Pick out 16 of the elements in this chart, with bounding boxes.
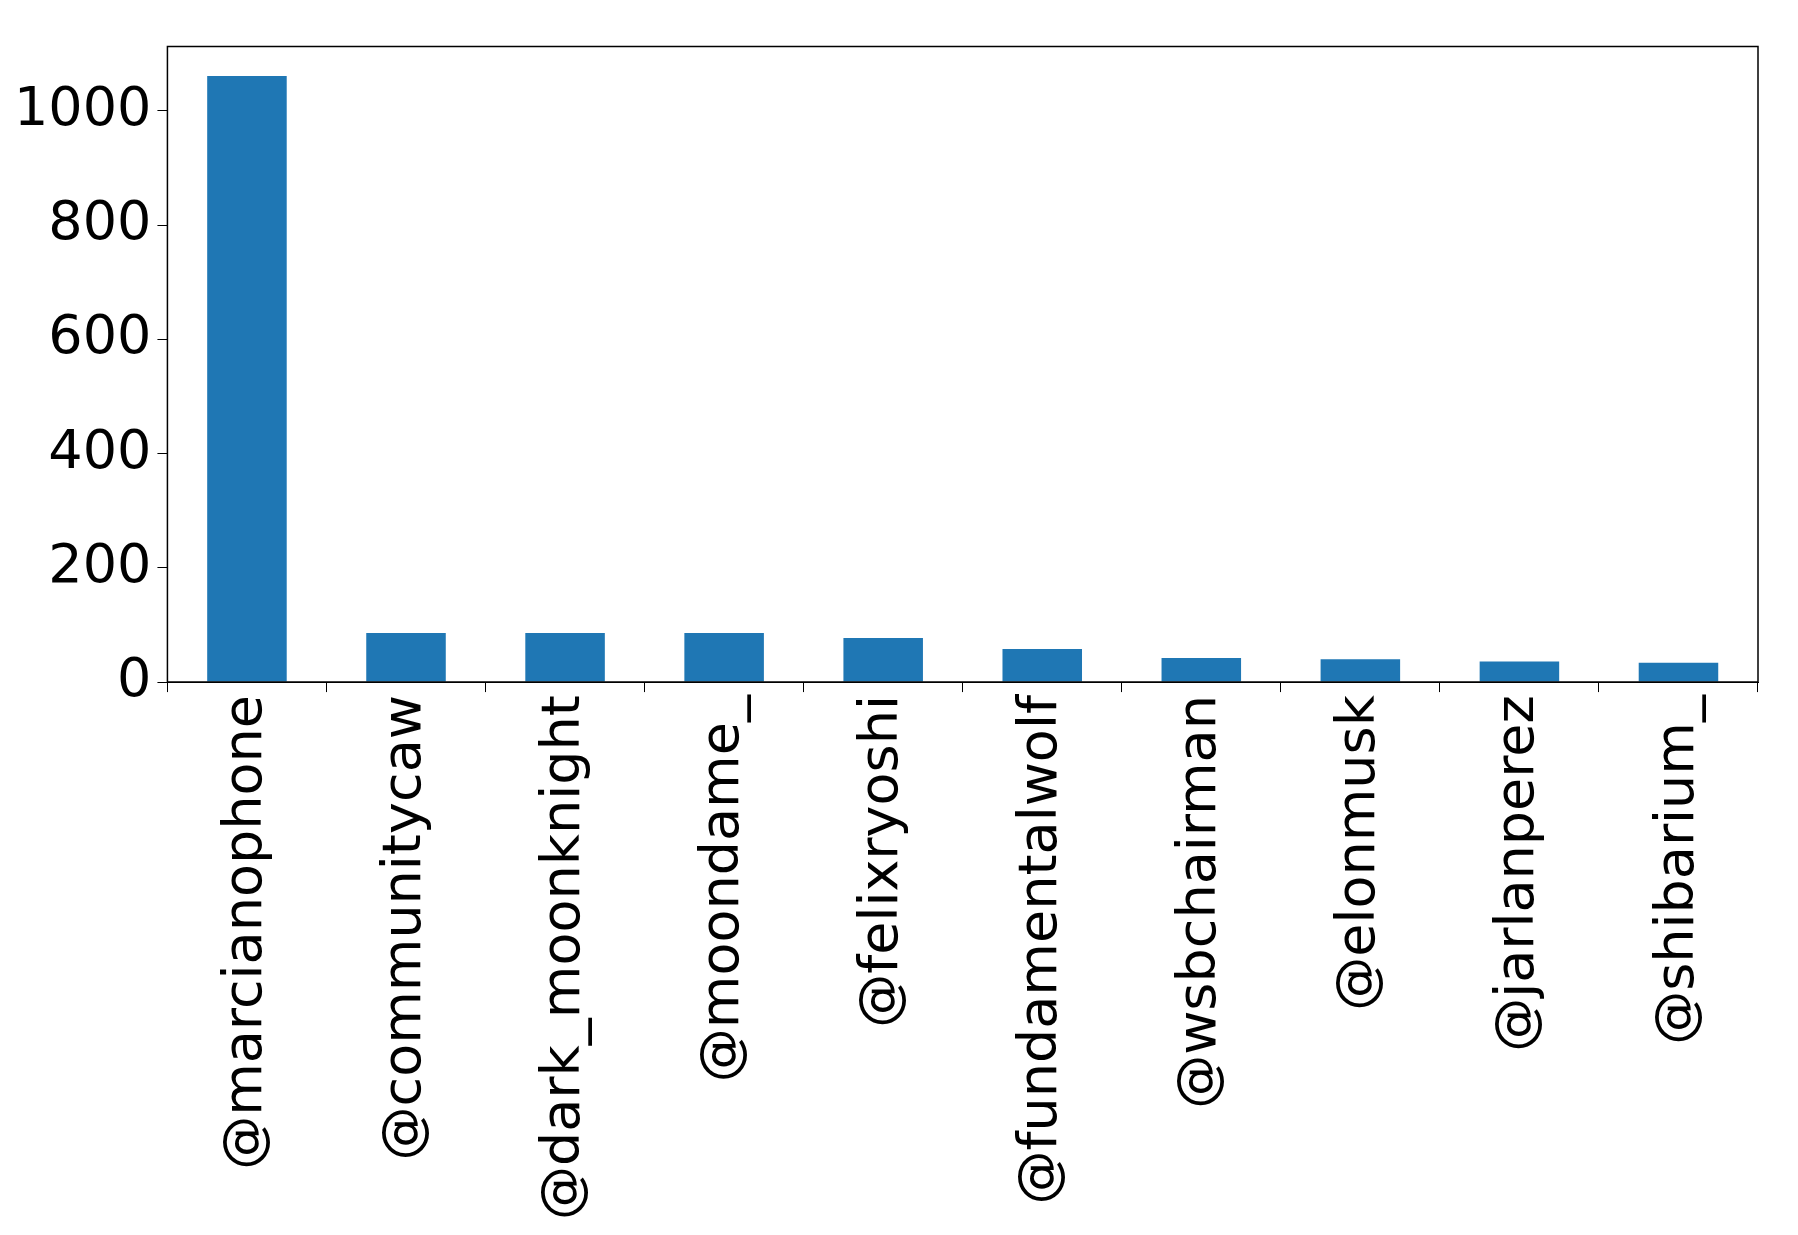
x-tick-label: @elonmusk <box>1324 694 1388 1011</box>
y-tick-label: 200 <box>48 531 152 595</box>
y-tick-label: 1000 <box>13 74 152 138</box>
x-tick-label: @jarlanperez <box>1483 695 1547 1052</box>
x-tick-label: @felixryoshi <box>847 695 911 1028</box>
x-tick-label: @fundamentalwolf <box>1006 693 1070 1205</box>
x-tick-label: @marcianophone <box>210 695 274 1170</box>
x-tick-label: @wsbchairman <box>1165 695 1229 1109</box>
x-tick-label: @shibarium_ <box>1642 694 1706 1045</box>
x-tick-label: @communitycaw <box>370 695 434 1161</box>
y-tick-label: 0 <box>117 646 152 710</box>
x-tick-label: @moondame_ <box>688 694 752 1083</box>
x-tick-label: @dark_moonknight <box>529 695 593 1220</box>
y-tick-label: 600 <box>48 303 152 367</box>
y-tick-label: 800 <box>48 189 152 253</box>
y-tick-label: 400 <box>48 417 152 481</box>
